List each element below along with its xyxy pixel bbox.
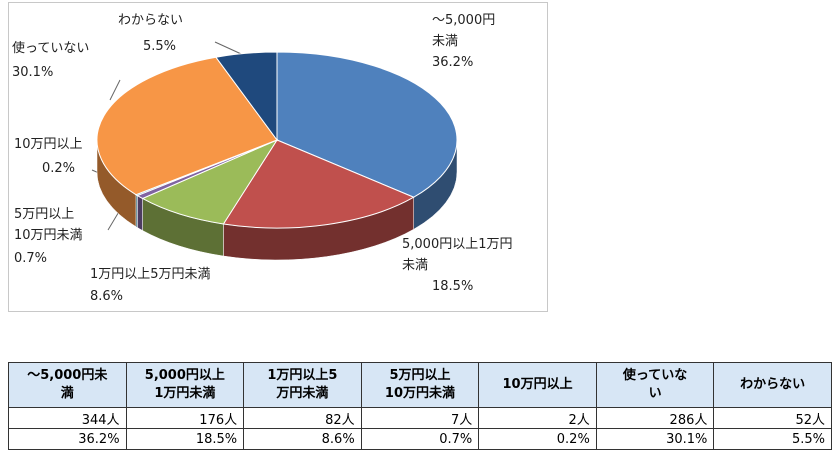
pie-tops	[96, 51, 458, 229]
slice	[222, 139, 415, 229]
header-cell: わからない	[713, 362, 832, 408]
slice-value-label: 5.5%	[143, 39, 177, 54]
header-cell: 5万円以上 10万円未満	[360, 362, 480, 408]
table-cell: 176人	[125, 407, 245, 429]
table-cell: 82人	[243, 407, 362, 429]
slice-value-label: 18.5%	[432, 279, 474, 294]
slice-value-label: 36.2%	[432, 55, 474, 70]
header-cell: 1万円以上5 万円未満	[243, 362, 362, 408]
table-cell: 286人	[595, 407, 715, 429]
pie-sides	[96, 139, 458, 261]
slice	[141, 138, 279, 225]
leader-line	[109, 79, 121, 101]
table-cell: 2人	[478, 407, 597, 429]
slice-value-label: 0.2%	[42, 161, 76, 176]
slice	[215, 51, 278, 142]
slice-label: 10万円以上	[14, 137, 83, 152]
table-cell: 7人	[360, 407, 480, 429]
slice-label: ～5,000円 未満	[432, 13, 496, 49]
table-cell: 18.5%	[125, 428, 245, 450]
table-cell: 52人	[713, 407, 832, 429]
slice-label: 使っていない	[12, 41, 90, 56]
header-row: ～5,000円未 満 5,000円以上 1万円未満 1万円以上5 万円未満 5万円以上…	[8, 362, 832, 408]
table-cell: 5.5%	[713, 428, 832, 450]
header-cell: 使っていな い	[595, 362, 715, 408]
chart-frame	[8, 2, 548, 312]
header-cell: 5,000円以上 1万円未満	[125, 362, 245, 408]
slice-label: 5,000円以上1万円 未満	[402, 237, 513, 273]
slice	[96, 56, 278, 196]
table-cell: 0.2%	[478, 428, 597, 450]
table-cell: 30.1%	[595, 428, 715, 450]
table-cell: 0.7%	[360, 428, 480, 450]
table-body: 344人 176人 82人 7人 2人 286人 52人 36.2% 18.5% 8.6% 0.7%…	[8, 407, 832, 450]
slice-label: わからない	[118, 13, 184, 28]
slice-value-label: 30.1%	[12, 65, 54, 80]
slice-side	[137, 195, 143, 231]
slice	[276, 51, 458, 198]
chart	[91, 41, 458, 261]
table-cell: 36.2%	[8, 428, 127, 450]
header-cell: 10万円以上	[478, 362, 597, 408]
slice-value-label: 8.6%	[90, 289, 124, 304]
table-row: 344人 176人 82人 7人 2人 286人 52人	[8, 407, 832, 429]
slice-label: 1万円以上5万円未満	[90, 267, 211, 282]
header-cell: ～5,000円未 満	[8, 362, 127, 408]
data-table: ～5,000円未 満 5,000円以上 1万円未満 1万円以上5 万円未満 5万円以上…	[8, 362, 832, 450]
slice-value-label: 0.7%	[14, 251, 48, 266]
slice-label: 5万円以上 10万円未満	[14, 207, 83, 243]
table-row: 36.2% 18.5% 8.6% 0.7% 0.2% 30.1% 5.5%	[8, 428, 832, 450]
table-cell: 8.6%	[243, 428, 362, 450]
table-cell: 344人	[8, 407, 127, 429]
